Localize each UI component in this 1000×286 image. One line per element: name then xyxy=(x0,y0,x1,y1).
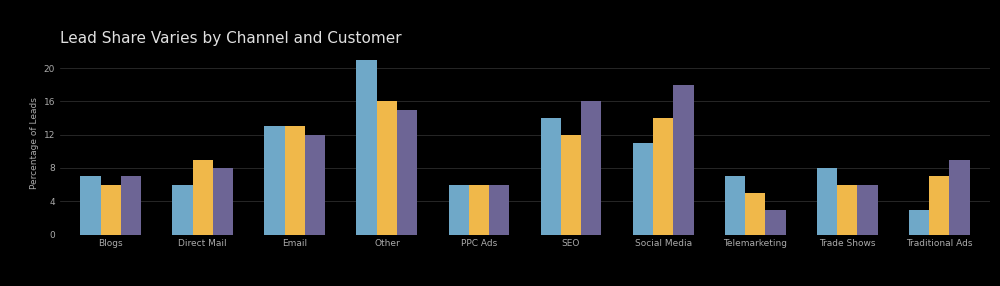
Bar xyxy=(80,176,101,235)
Bar xyxy=(449,184,469,235)
Bar xyxy=(673,85,694,235)
Bar xyxy=(817,168,837,235)
Bar xyxy=(949,160,970,235)
Bar xyxy=(857,184,878,235)
Bar xyxy=(101,184,121,235)
Bar xyxy=(837,184,857,235)
Text: Lead Share Varies by Channel and Customer: Lead Share Varies by Channel and Custome… xyxy=(60,31,402,46)
Bar xyxy=(929,176,949,235)
Bar xyxy=(489,184,509,235)
Bar xyxy=(653,118,673,235)
Bar xyxy=(213,168,233,235)
Bar xyxy=(377,102,397,235)
Bar xyxy=(285,126,305,235)
Bar xyxy=(725,176,745,235)
Y-axis label: Percentage of Leads: Percentage of Leads xyxy=(30,97,39,189)
Bar xyxy=(765,210,786,235)
Bar xyxy=(172,184,193,235)
Bar xyxy=(193,160,213,235)
Bar xyxy=(581,102,601,235)
Bar xyxy=(305,135,325,235)
Bar xyxy=(264,126,285,235)
Bar xyxy=(561,135,581,235)
Bar xyxy=(121,176,141,235)
Bar xyxy=(469,184,489,235)
Bar xyxy=(909,210,929,235)
Bar xyxy=(745,193,765,235)
Bar xyxy=(397,110,417,235)
Bar xyxy=(633,143,653,235)
Bar xyxy=(356,60,377,235)
Bar xyxy=(541,118,561,235)
